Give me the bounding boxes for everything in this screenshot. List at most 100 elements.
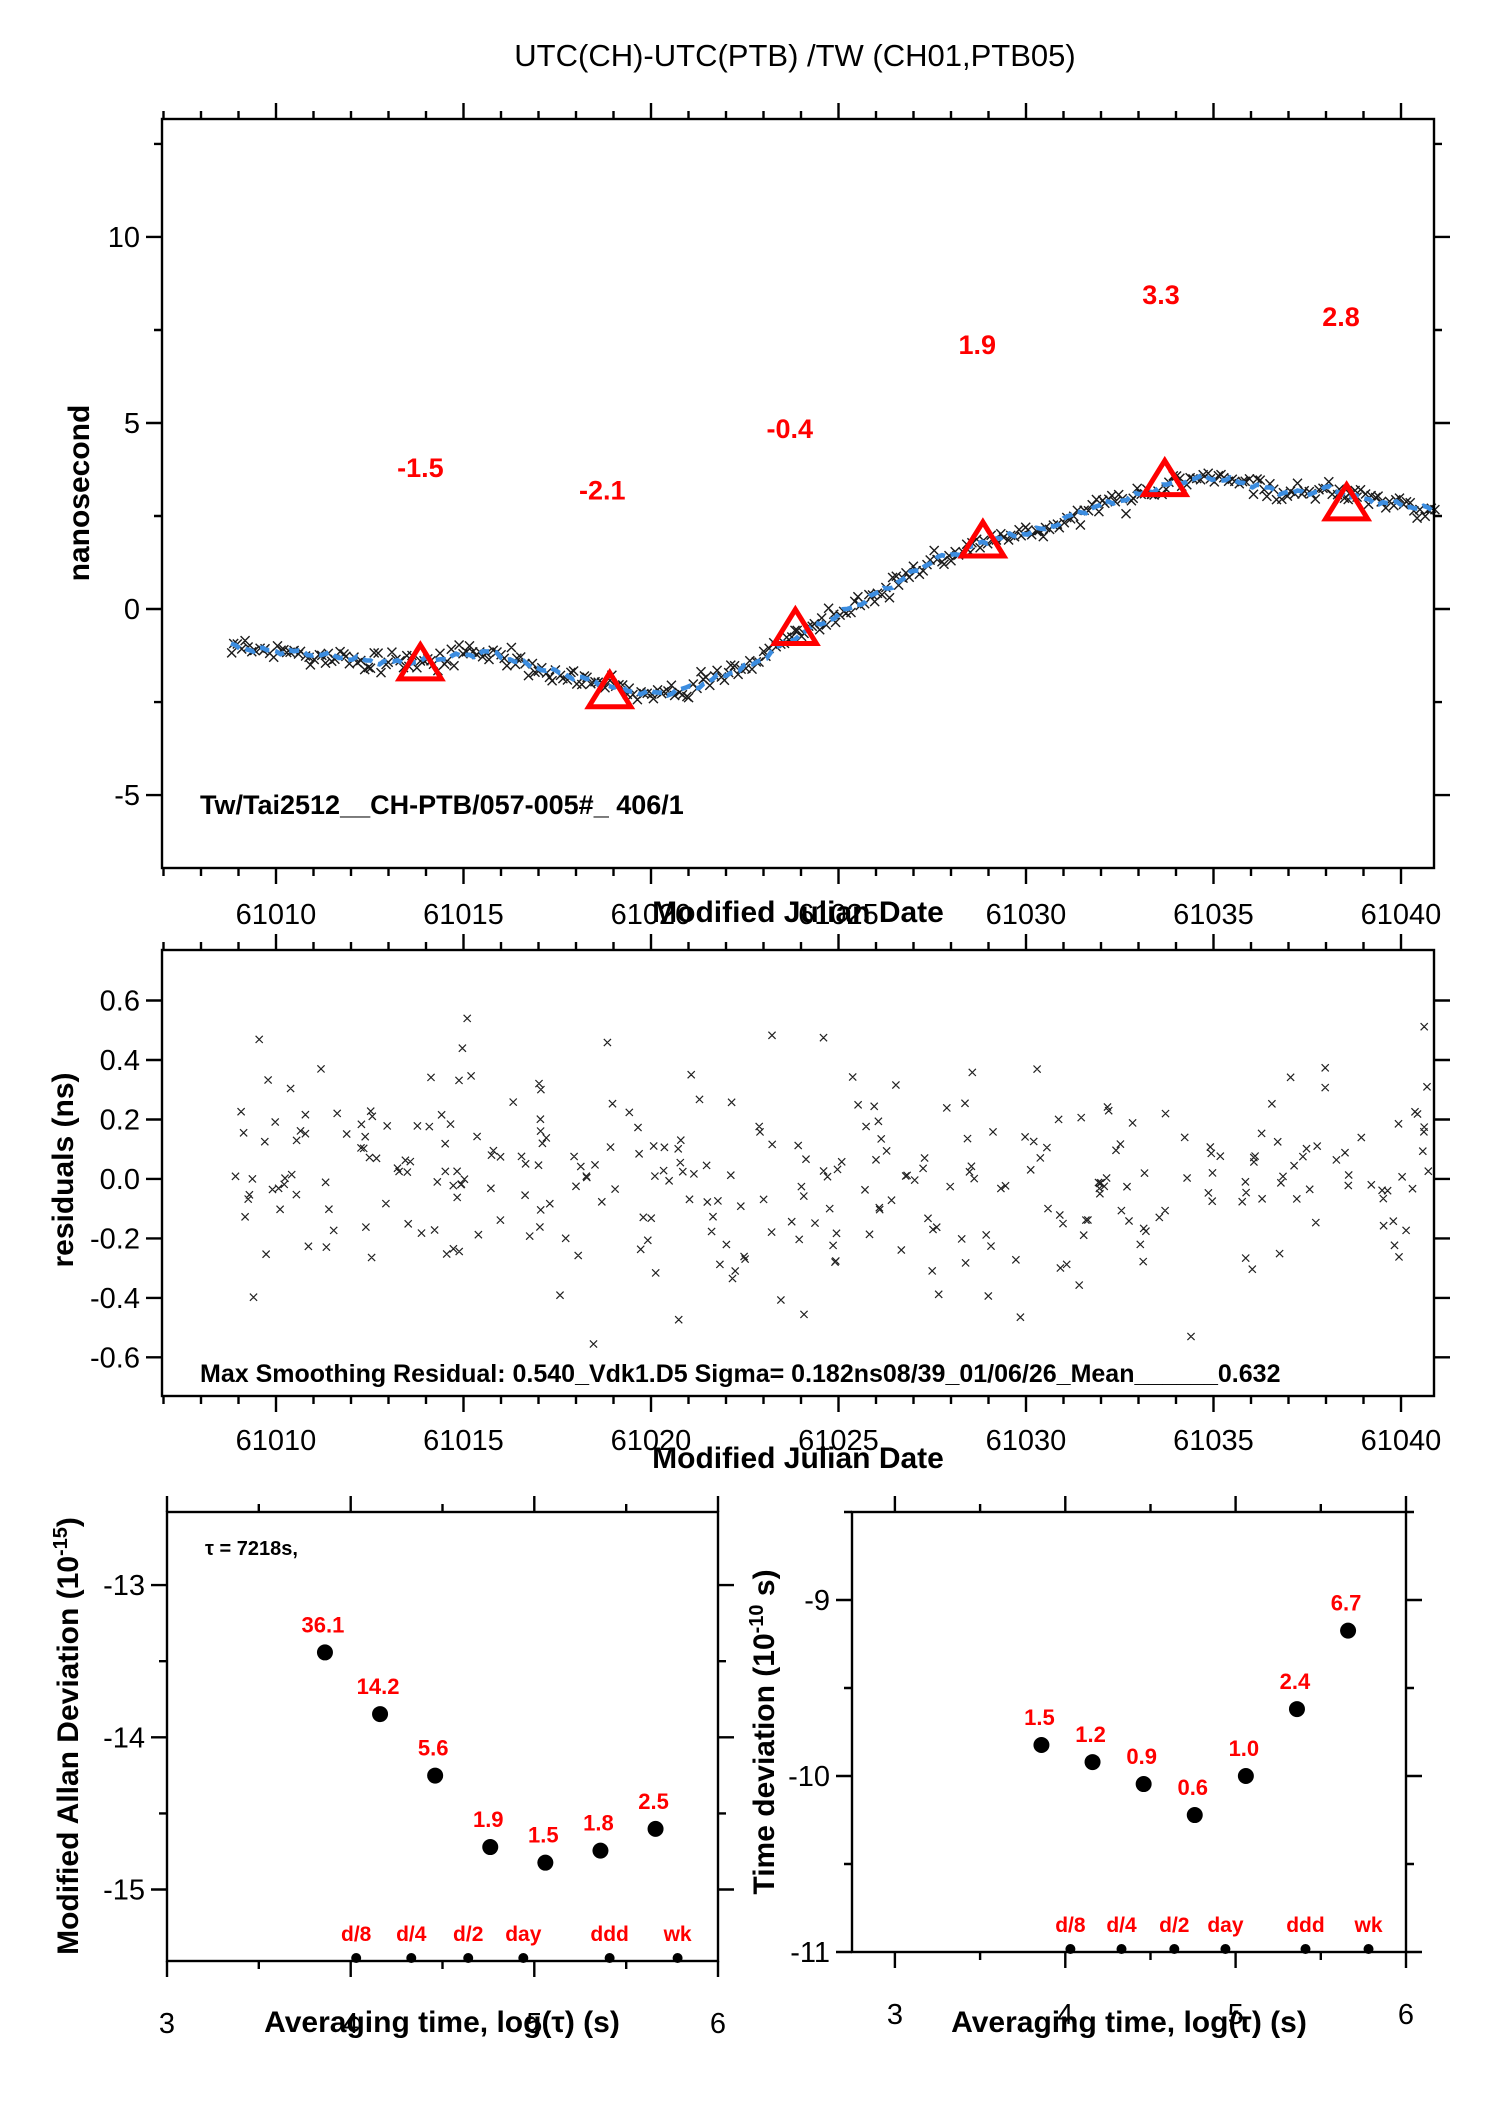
deviation-data-point	[647, 1820, 664, 1837]
deviation-data-point	[316, 1644, 333, 1661]
y-tick-label: 0.0	[100, 1164, 140, 1196]
y-tick-label: 0.6	[100, 986, 140, 1018]
x-tick-label: 61020	[611, 899, 692, 931]
calibration-triangle-marker	[394, 640, 446, 682]
axis-ticks	[836, 1496, 1422, 1968]
time-span-label: d/8	[341, 1923, 372, 1946]
smoothed-curve	[230, 471, 1434, 699]
deviation-value-label: 1.5	[1024, 1705, 1055, 1730]
axis-ticks	[151, 1496, 734, 1977]
x-tick-label: 61010	[236, 1425, 317, 1457]
time-span-label: day	[505, 1923, 542, 1946]
figure-title: UTC(CH)-UTC(PTB) /TW (CH01,PTB05)	[514, 38, 1076, 73]
top-panel-inset-label: Tw/Tai2512__CH-PTB/057-005#_ 406/1	[200, 790, 684, 820]
time-span-label: d/8	[1055, 1914, 1086, 1937]
deviation-data-point	[1084, 1754, 1101, 1771]
deviation-data-point	[1340, 1622, 1357, 1639]
deviation-value-label: 1.9	[473, 1807, 504, 1832]
x-tick-label: 3	[887, 1999, 903, 2031]
y-tick-label: -0.4	[90, 1283, 140, 1315]
deviation-value-label: 0.9	[1126, 1744, 1157, 1769]
deviation-value-label: 1.5	[528, 1823, 559, 1848]
x-tick-label: 61040	[1361, 1425, 1442, 1457]
x-tick-label: 61010	[236, 899, 317, 931]
calibration-triangle-marker	[957, 517, 1009, 559]
y-tick-label: 0.4	[100, 1045, 140, 1077]
y-tick-label: -0.6	[90, 1342, 140, 1374]
deviation-data-point	[592, 1842, 609, 1859]
time-span-label: wk	[663, 1923, 692, 1946]
time-span-label: wk	[1354, 1914, 1383, 1937]
y-tick-label: -13	[103, 1570, 145, 1602]
deviation-value-label: 6.7	[1331, 1591, 1362, 1616]
deviation-data-point	[1186, 1807, 1203, 1824]
tdev-yaxis-title-suffix: s)	[748, 1569, 781, 1605]
deviation-value-label: 0.6	[1177, 1775, 1208, 1800]
deviation-data-point	[537, 1854, 554, 1871]
time-span-label: d/2	[1159, 1914, 1189, 1937]
x-tick-label: 61030	[986, 1425, 1067, 1457]
calibration-value-label: -1.5	[397, 453, 444, 483]
y-tick-label: -10	[788, 1761, 830, 1793]
residuals-panel-frame	[160, 948, 1436, 1398]
deviation-data-point	[482, 1839, 499, 1856]
top-yaxis-title: nanosecond	[63, 404, 96, 582]
time-span-label: day	[1207, 1914, 1244, 1937]
tdev-yaxis-title-exponent: -10	[746, 1604, 768, 1634]
deviation-data-point	[1135, 1776, 1152, 1793]
x-tick-label: 61020	[611, 1425, 692, 1457]
calibration-triangle-marker	[584, 667, 636, 710]
mdev-yaxis-title-suffix: )	[52, 1517, 85, 1528]
mdev-yaxis-title-text: Modified Allan Deviation (10	[52, 1555, 85, 1955]
deviation-value-label: 2.4	[1280, 1669, 1311, 1694]
calibration-triangle-marker	[769, 604, 821, 646]
mdev-panel-frame	[165, 1510, 720, 1963]
x-tick-label: 61035	[1173, 1425, 1254, 1457]
calibration-value-label: -0.4	[766, 414, 813, 444]
time-span-label: d/4	[1106, 1914, 1137, 1937]
raw-data-points	[226, 468, 1440, 705]
x-tick-label: 61025	[798, 899, 879, 931]
x-tick-label: 6	[1398, 1999, 1414, 2031]
deviation-value-label: 14.2	[357, 1674, 400, 1699]
deviation-value-label: 2.5	[638, 1789, 669, 1814]
deviation-value-label: 1.8	[583, 1811, 614, 1836]
calibration-value-label: -2.1	[579, 475, 626, 505]
calibration-value-label: 3.3	[1142, 280, 1180, 310]
axis-ticks	[146, 934, 1450, 1412]
tdev-xaxis-title: Averaging time, log(τ) (s)	[951, 2006, 1307, 2039]
calibration-triangle-marker	[1139, 455, 1191, 498]
tdev-yaxis-title-text: Time deviation (10	[748, 1633, 781, 1895]
x-tick-label: 3	[159, 2008, 175, 2040]
deviation-data-point	[1237, 1768, 1254, 1784]
y-tick-label: -14	[103, 1722, 145, 1754]
top-xaxis-title: Modified Julian Date	[652, 896, 944, 929]
x-tick-label: 5	[526, 2008, 542, 2040]
y-tick-label: 0.2	[100, 1104, 140, 1136]
y-tick-label: 10	[108, 222, 140, 254]
mdev-yaxis-title-exponent: -15	[50, 1527, 72, 1556]
calibration-triangle-marker	[1321, 480, 1373, 522]
x-tick-label: 61015	[423, 899, 504, 931]
y-tick-label: -0.2	[90, 1223, 140, 1255]
y-tick-label: -9	[804, 1585, 830, 1617]
residuals-yaxis-title: residuals (ns)	[47, 1072, 80, 1268]
top-panel-frame	[160, 117, 1436, 870]
x-tick-label: 4	[1057, 1999, 1073, 2031]
deviation-data-point	[427, 1767, 444, 1784]
residual-data-points	[231, 1014, 1433, 1349]
y-tick-label: 5	[124, 408, 140, 440]
y-tick-label: -5	[114, 780, 140, 812]
deviation-value-label: 36.1	[302, 1612, 345, 1637]
tdev-yaxis-title: Time deviation (10-10 s)	[746, 1569, 782, 1894]
x-tick-label: 61040	[1361, 899, 1442, 931]
calibration-value-label: 2.8	[1322, 302, 1360, 332]
x-tick-label: 4	[343, 2008, 359, 2040]
mdev-yaxis-title: Modified Allan Deviation (10-15)	[50, 1517, 86, 1955]
residuals-stats-label: Max Smoothing Residual: 0.540_Vdk1.D5 Si…	[200, 1360, 1281, 1388]
deviation-data-point	[372, 1706, 389, 1723]
tau-annotation: τ = 7218s,	[205, 1538, 298, 1560]
x-tick-label: 61030	[986, 899, 1067, 931]
